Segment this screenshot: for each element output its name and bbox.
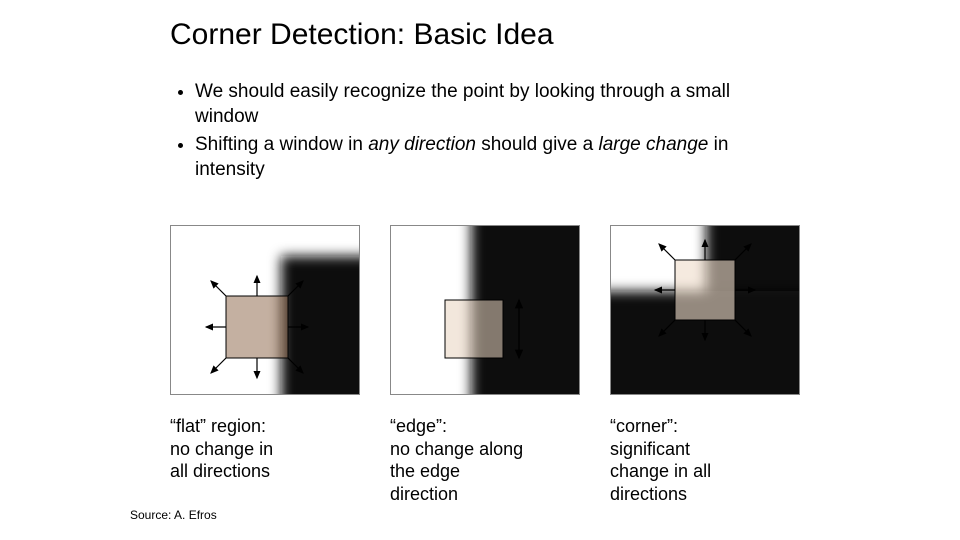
bullet-item: We should easily recognize the point by …: [195, 80, 795, 129]
edge-region-svg: [391, 226, 580, 395]
page-title: Corner Detection: Basic Idea: [170, 18, 554, 52]
panel-flat-caption: “flat” region: no change in all directio…: [170, 415, 360, 483]
bullet-text: should give a: [476, 134, 599, 155]
panel-flat: “flat” region: no change in all directio…: [170, 225, 360, 505]
panel-corner-image: [610, 225, 800, 395]
bullet-italic: any direction: [368, 134, 476, 155]
caption-line: direction: [390, 483, 580, 506]
panel-edge: “edge”: no change along the edge directi…: [390, 225, 580, 505]
bullet-text: Shifting a window in: [195, 134, 368, 155]
caption-line: “corner”:: [610, 415, 800, 438]
bullet-list: We should easily recognize the point by …: [175, 80, 795, 187]
caption-line: no change in: [170, 438, 360, 461]
panel-flat-image: [170, 225, 360, 395]
caption-line: directions: [610, 483, 800, 506]
source-attribution: Source: A. Efros: [130, 508, 217, 522]
caption-line: “edge”:: [390, 415, 580, 438]
bullet-italic: large change: [598, 134, 708, 155]
caption-line: no change along: [390, 438, 580, 461]
corner-region-svg: [611, 226, 800, 395]
bullet-text: We should easily recognize the point by …: [195, 81, 730, 127]
caption-line: all directions: [170, 460, 360, 483]
bullet-item: Shifting a window in any direction shoul…: [195, 133, 795, 182]
panel-edge-caption: “edge”: no change along the edge directi…: [390, 415, 580, 505]
panel-edge-image: [390, 225, 580, 395]
caption-line: “flat” region:: [170, 415, 360, 438]
flat-region-svg: [171, 226, 360, 395]
caption-line: change in all: [610, 460, 800, 483]
caption-line: significant: [610, 438, 800, 461]
panels-row: “flat” region: no change in all directio…: [170, 225, 800, 505]
caption-line: the edge: [390, 460, 580, 483]
panel-corner-caption: “corner”: significant change in all dire…: [610, 415, 800, 505]
panel-corner: “corner”: significant change in all dire…: [610, 225, 800, 505]
